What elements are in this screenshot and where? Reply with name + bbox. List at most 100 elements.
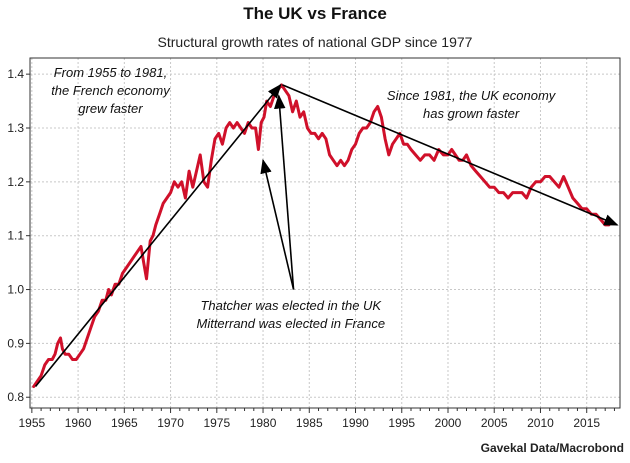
data-point xyxy=(479,175,481,178)
data-point xyxy=(366,127,368,129)
annotation-text: Thatcher was elected in the UK xyxy=(200,298,382,313)
x-tick-label: 1955 xyxy=(18,416,45,430)
y-tick-label: 1.2 xyxy=(7,175,24,189)
data-point xyxy=(358,132,360,134)
data-point xyxy=(544,175,546,178)
data-point xyxy=(243,132,246,134)
data-point xyxy=(143,262,145,264)
data-point xyxy=(428,154,431,156)
data-point xyxy=(343,165,346,167)
y-tick-label: 1.4 xyxy=(7,67,24,81)
y-tick-label: 0.9 xyxy=(7,336,24,350)
data-point xyxy=(512,192,514,194)
annotation-layer: From 1955 to 1981, the French economy grew… xyxy=(51,65,557,331)
annotation-text: Since 1981, the UK economy xyxy=(387,88,557,103)
data-point xyxy=(572,197,574,199)
data-point xyxy=(336,165,338,167)
x-tick-label: 1975 xyxy=(203,416,230,430)
data-point xyxy=(595,213,597,215)
data-point xyxy=(145,278,148,280)
data-point xyxy=(549,175,551,178)
data-point xyxy=(562,175,565,178)
data-point xyxy=(299,116,301,118)
data-point xyxy=(516,192,518,194)
x-tick-label: 1970 xyxy=(157,416,184,430)
data-point xyxy=(94,315,96,318)
data-point xyxy=(433,159,435,161)
data-point xyxy=(54,353,56,355)
chart-title: The UK vs France xyxy=(243,4,387,23)
data-point xyxy=(347,159,349,161)
data-point xyxy=(530,186,532,188)
data-point xyxy=(51,358,53,361)
x-tick-label: 2010 xyxy=(527,416,554,430)
data-point xyxy=(493,186,495,188)
data-point xyxy=(388,154,390,156)
data-point xyxy=(454,154,456,156)
pointer-arrow xyxy=(260,158,295,290)
data-point xyxy=(403,143,405,145)
data-point xyxy=(332,159,334,161)
data-point xyxy=(114,283,116,285)
data-point xyxy=(362,127,364,129)
data-point xyxy=(521,192,523,194)
data-point xyxy=(484,181,486,183)
data-point xyxy=(310,132,312,134)
data-point xyxy=(303,111,305,113)
data-point xyxy=(260,122,262,124)
data-point xyxy=(236,122,238,124)
annotation-text: has grown faster xyxy=(423,106,520,121)
data-point xyxy=(221,143,223,145)
x-tick-label: 2005 xyxy=(481,416,508,430)
data-point xyxy=(247,122,249,124)
data-point xyxy=(162,202,164,204)
data-point xyxy=(229,122,231,124)
data-point xyxy=(263,116,265,118)
data-point xyxy=(306,127,309,129)
data-point xyxy=(158,213,161,215)
y-tick-label: 1.1 xyxy=(7,229,24,243)
data-point xyxy=(321,132,323,134)
data-point xyxy=(57,342,59,344)
data-point xyxy=(257,148,260,151)
data-point xyxy=(125,267,127,269)
x-tick-label: 1990 xyxy=(342,416,369,430)
data-point xyxy=(424,154,426,156)
data-point xyxy=(218,132,220,134)
data-point xyxy=(567,186,569,188)
data-point xyxy=(314,132,316,134)
y-tick-label: 1.0 xyxy=(7,283,24,297)
data-point xyxy=(373,111,375,113)
data-point xyxy=(354,143,357,145)
data-point xyxy=(240,127,242,129)
data-point xyxy=(317,138,320,140)
data-point xyxy=(149,240,151,242)
data-point xyxy=(129,262,131,264)
data-point xyxy=(192,186,194,188)
data-point xyxy=(203,181,205,183)
annotation-text: From 1955 to 1981, xyxy=(54,65,167,80)
data-point xyxy=(181,181,183,183)
data-point xyxy=(489,186,491,188)
data-point xyxy=(395,138,397,140)
data-point xyxy=(121,272,124,274)
data-point xyxy=(273,95,275,97)
data-point xyxy=(351,148,353,151)
data-point xyxy=(442,154,444,156)
data-point xyxy=(458,159,460,161)
data-point xyxy=(225,127,227,129)
trend-arrow xyxy=(282,84,619,226)
data-point xyxy=(576,202,579,204)
data-point xyxy=(64,353,66,355)
data-point xyxy=(377,105,379,108)
pointer-arrow xyxy=(274,94,295,290)
data-point xyxy=(199,154,201,156)
data-point xyxy=(553,181,555,183)
data-point xyxy=(101,299,103,301)
arrow-layer xyxy=(34,83,619,387)
data-point xyxy=(599,218,602,221)
annotation-text: the French economy xyxy=(51,83,171,98)
data-point xyxy=(507,197,509,199)
data-point xyxy=(36,380,38,382)
data-point xyxy=(44,364,46,366)
